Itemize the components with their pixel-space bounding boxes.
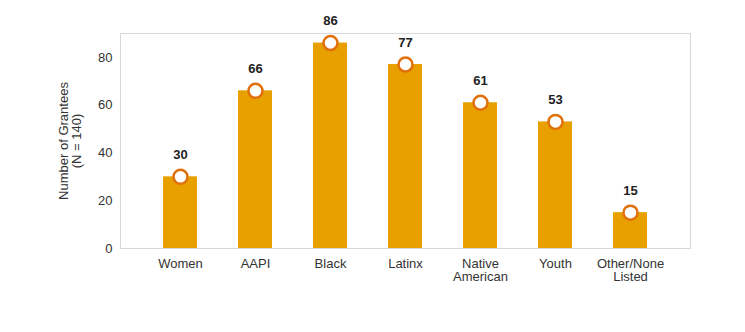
svg-text:0: 0 (105, 241, 112, 256)
svg-text:77: 77 (398, 35, 412, 50)
svg-text:Youth: Youth (539, 256, 572, 271)
svg-text:86: 86 (323, 13, 337, 28)
svg-text:66: 66 (248, 61, 262, 76)
svg-text:80: 80 (98, 50, 112, 65)
svg-text:20: 20 (98, 193, 112, 208)
svg-text:60: 60 (98, 97, 112, 112)
svg-text:15: 15 (623, 183, 637, 198)
svg-text:30: 30 (173, 147, 187, 162)
svg-text:Other/NoneListed: Other/NoneListed (597, 256, 664, 284)
svg-text:Black: Black (315, 256, 347, 271)
svg-text:Latinx: Latinx (388, 256, 423, 271)
svg-text:Women: Women (158, 256, 203, 271)
svg-text:Number of Grantees(N = 140): Number of Grantees(N = 140) (56, 82, 84, 200)
svg-text:40: 40 (98, 145, 112, 160)
svg-text:AAPI: AAPI (241, 256, 271, 271)
svg-text:NativeAmerican: NativeAmerican (453, 256, 508, 284)
svg-text:61: 61 (473, 73, 487, 88)
svg-text:53: 53 (548, 92, 562, 107)
